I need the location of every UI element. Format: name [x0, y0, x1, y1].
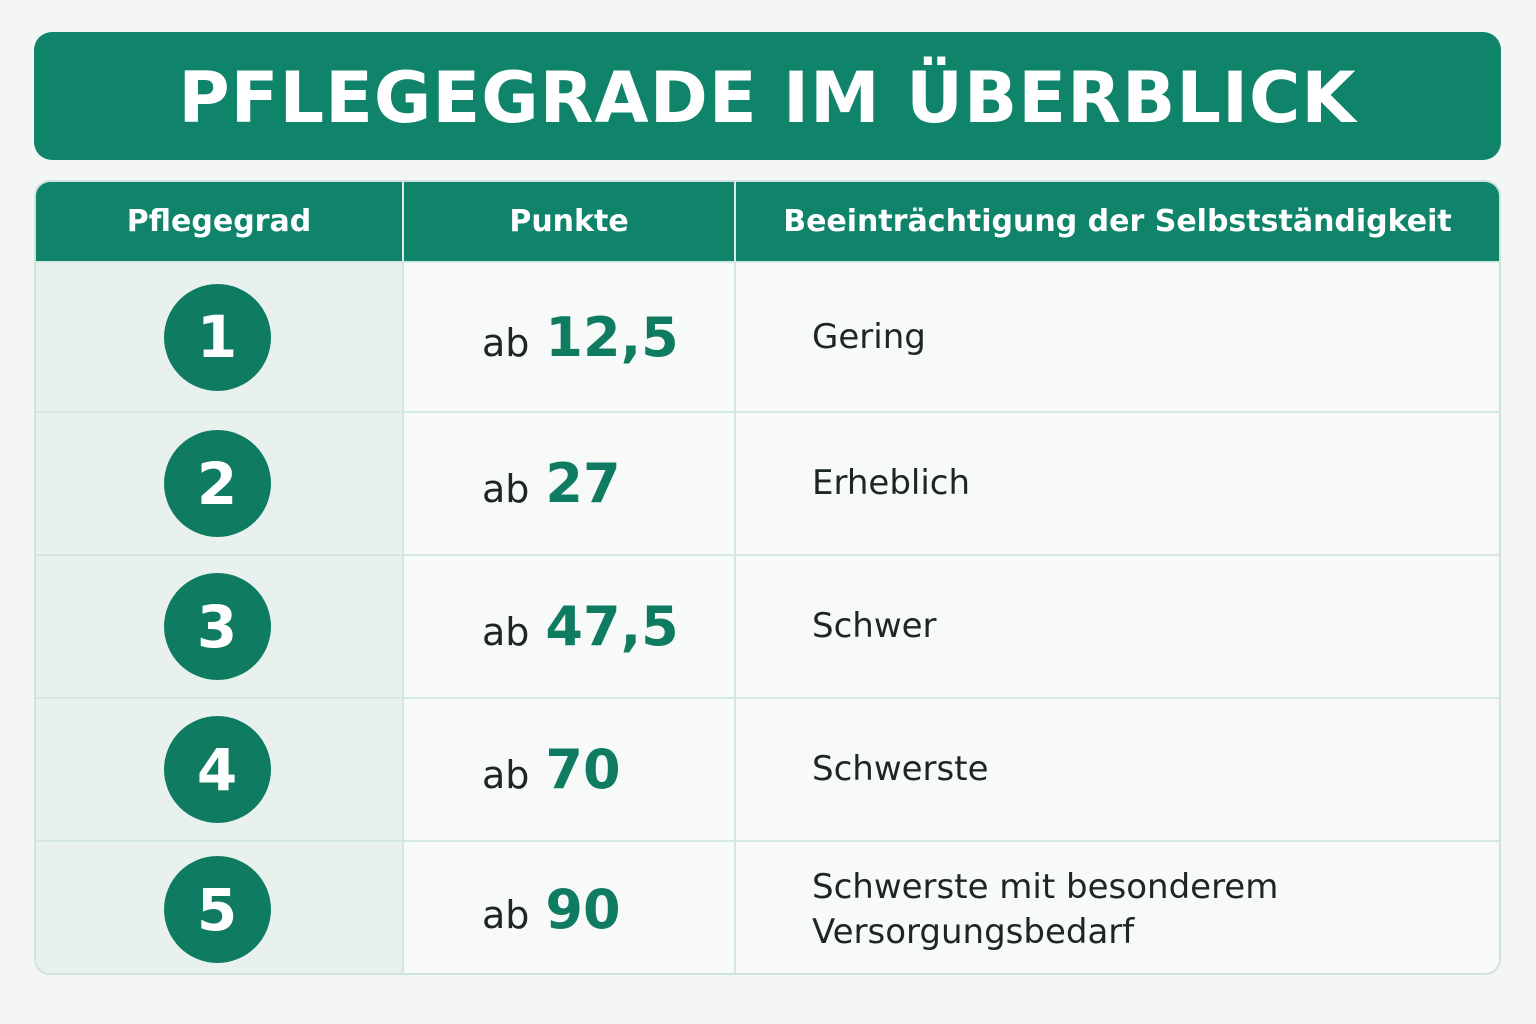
description-cell: Gering	[734, 263, 1499, 411]
points-cell: ab 70	[402, 699, 734, 840]
description-text: Schwerste mit besonderem Versorgungsbeda…	[812, 865, 1278, 955]
table-header: Pflegegrad Punkte Beeinträchtigung der S…	[36, 182, 1499, 261]
grade-cell: 4	[36, 699, 402, 840]
points-number: 90	[545, 878, 621, 941]
table-row: 4 ab 70 Schwerste	[36, 697, 1499, 840]
grade-badge: 3	[163, 573, 271, 680]
description-cell: Erheblich	[734, 413, 1499, 554]
table-row: 5 ab 90 Schwerste mit besonderem Versorg…	[36, 840, 1499, 973]
description-line: Versorgungsbedarf	[812, 911, 1135, 952]
points-value: ab 27	[482, 452, 621, 515]
header-pflegegrad: Pflegegrad	[126, 204, 312, 239]
points-prefix: ab	[482, 753, 530, 797]
description-cell: Schwer	[734, 556, 1499, 697]
points-prefix: ab	[482, 893, 530, 937]
points-cell: ab 12,5	[402, 263, 734, 411]
grade-badge: 1	[163, 283, 271, 391]
description-text: Gering	[812, 316, 926, 357]
description-line: Schwerste mit besonderem	[812, 866, 1279, 907]
grade-badge: 2	[163, 430, 271, 537]
points-number: 27	[545, 452, 621, 515]
points-value: ab 47,5	[482, 595, 679, 658]
page-title: PFLEGEGRADE IM ÜBERBLICK	[178, 57, 1357, 139]
grade-cell: 1	[36, 263, 402, 411]
description-cell: Schwerste	[734, 699, 1499, 840]
table-row: 3 ab 47,5 Schwer	[36, 554, 1499, 697]
points-prefix: ab	[482, 320, 530, 365]
table-row: 1 ab 12,5 Gering	[36, 261, 1499, 411]
points-value: ab 90	[482, 878, 621, 941]
points-cell: ab 47,5	[402, 556, 734, 697]
grade-badge: 5	[163, 856, 271, 963]
description-text: Schwer	[812, 606, 937, 646]
header-punkte: Punkte	[402, 182, 734, 261]
points-value: ab 70	[482, 738, 621, 801]
description-text: Erheblich	[812, 463, 971, 503]
points-cell: ab 27	[402, 413, 734, 554]
points-prefix: ab	[482, 610, 530, 654]
grade-cell: 3	[36, 556, 402, 697]
title-banner: PFLEGEGRADE IM ÜBERBLICK	[34, 32, 1501, 160]
points-prefix: ab	[482, 467, 530, 511]
grade-cell: 2	[36, 413, 402, 554]
points-number: 70	[545, 738, 621, 801]
table-row: 2 ab 27 Erheblich	[36, 411, 1499, 554]
header-beeintraechtigung: Beeinträchtigung der Selbstständigkeit	[734, 182, 1499, 261]
grade-cell: 5	[36, 842, 402, 973]
grade-badge: 4	[163, 716, 271, 823]
points-number: 12,5	[545, 305, 679, 369]
points-value: ab 12,5	[482, 306, 679, 369]
description-cell: Schwerste mit besonderem Versorgungsbeda…	[734, 842, 1499, 973]
points-cell: ab 90	[402, 842, 734, 973]
pflegegrade-table: Pflegegrad Punkte Beeinträchtigung der S…	[34, 180, 1501, 975]
description-text: Schwerste	[812, 749, 989, 789]
points-number: 47,5	[545, 595, 679, 658]
